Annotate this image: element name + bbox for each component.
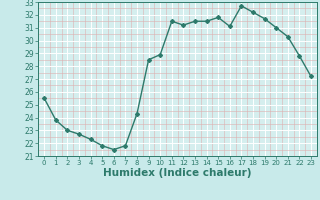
X-axis label: Humidex (Indice chaleur): Humidex (Indice chaleur)	[103, 168, 252, 178]
